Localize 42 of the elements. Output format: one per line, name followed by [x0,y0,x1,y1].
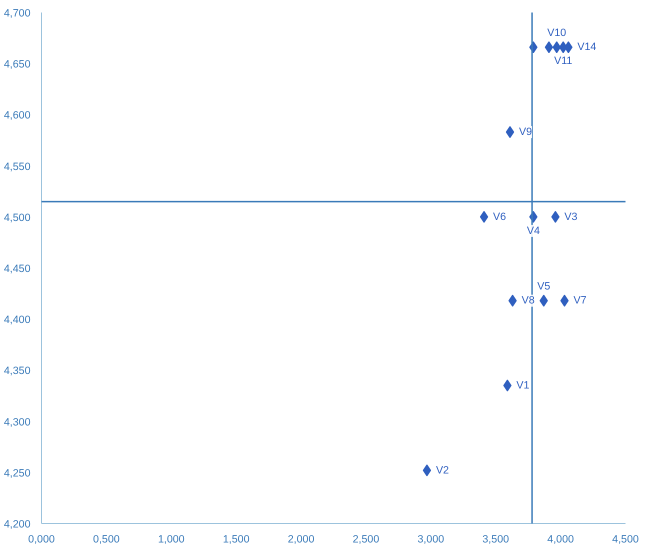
x-tick-label: 0,500 [93,534,120,545]
point [544,41,554,54]
point [508,294,517,307]
data-label: V11 [554,55,572,68]
y-tick-label: 4,300 [4,416,31,428]
x-tick-label: 4,000 [547,534,574,545]
x-tick-label: 0,000 [28,534,55,545]
y-tick-label: 4,500 [4,212,31,224]
y-tick-label: 4,650 [4,58,31,71]
y-tick-label: 4,450 [4,263,31,275]
x-tick-label: 1,500 [222,534,250,545]
y-tick-label: 4,250 [4,467,31,480]
point [480,210,488,223]
data-label: V14 [577,41,596,54]
y-tick-label: 4,550 [4,160,31,173]
data-label: V4 [526,224,540,237]
x-tick-label: 3,000 [418,534,444,545]
data-label: V5 [537,280,550,293]
point [506,126,514,138]
x-tick-label: 2,000 [288,534,314,545]
x-tick-label: 3,500 [482,534,510,545]
y-tick-label: 4,400 [4,314,31,326]
data-label: V3 [564,210,578,223]
y-tick-label: 4,200 [4,518,31,530]
point [551,210,560,223]
y-tick-label: 4,600 [4,110,31,122]
data-label: V7 [574,294,587,307]
data-label: V6 [493,210,506,223]
data-label: V9 [519,126,532,138]
point [503,380,512,392]
x-tick-label: 1,000 [158,534,185,545]
x-tick-label: 2,500 [352,534,380,545]
x-tick-label: 4,500 [612,534,639,545]
y-tick-label: 4,350 [4,365,31,378]
data-label: V1 [516,380,530,392]
point [560,294,569,307]
point [564,41,573,54]
y-tick-label: 4,700 [4,8,31,20]
data-label: V2 [436,464,450,476]
data-label: V8 [522,294,535,307]
data-label: V10 [547,27,566,40]
point [422,464,432,476]
